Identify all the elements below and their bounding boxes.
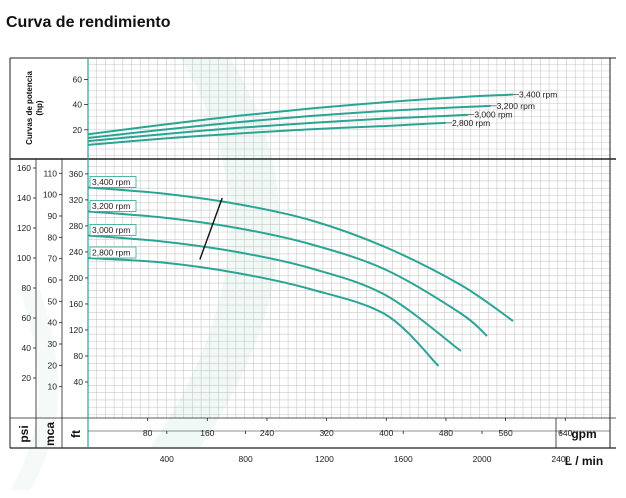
mca-tick-label: 30 — [48, 339, 58, 349]
power-axis-title-line: (hp) — [35, 100, 44, 115]
mca-tick-label: 10 — [48, 382, 58, 392]
ft-tick-label: 80 — [74, 351, 84, 361]
head-curve — [87, 210, 488, 337]
head-curve — [87, 186, 514, 322]
gpm-tick-label: 640 — [558, 428, 572, 438]
ft-tick-label: 280 — [69, 221, 83, 231]
mca-tick-label: 110 — [43, 168, 57, 178]
gpm-tick-label: 480 — [439, 428, 453, 438]
ft-tick-label: 360 — [69, 169, 83, 179]
head-label-box — [89, 176, 137, 188]
mca-tick-label: 50 — [48, 296, 58, 306]
psi-tick-label: 80 — [22, 283, 32, 293]
head-series-label: 3,200 rpm — [92, 201, 130, 211]
tick-labels: 20 40 60 Curvas de potencia (hp) 20 40 60 80 100 1… — [17, 71, 603, 468]
lmin-tick-label: 400 — [160, 454, 174, 464]
head-label-box — [89, 246, 137, 259]
mca-tick-label: 80 — [48, 232, 58, 242]
operating-range-line — [199, 197, 223, 260]
power-curve — [87, 113, 469, 143]
mca-tick-label: 90 — [48, 211, 58, 221]
gpm-tick-label: 240 — [260, 428, 274, 438]
gpm-tick-label: 160 — [200, 428, 214, 438]
power-tick-label: 60 — [73, 74, 83, 84]
lmin-tick-label: 1600 — [394, 454, 413, 464]
lmin-tick-label: 800 — [239, 454, 253, 464]
mca-tick-label: 100 — [43, 190, 57, 200]
gpm-tick-label: 560 — [499, 428, 513, 438]
lmin-tick-label: 2400 — [551, 454, 570, 464]
lmin-axis-title: L / min — [565, 454, 603, 468]
power-curve — [87, 93, 514, 136]
lmin-tick-label: 1200 — [315, 454, 334, 464]
mca-axis-title: mca — [43, 422, 57, 446]
head-series-label: 3,000 rpm — [92, 225, 130, 235]
power-axis-title: Curvas de potencia (hp) — [25, 71, 44, 145]
power-series-label: 2,800 rpm — [452, 118, 490, 128]
power-tick-label: 20 — [73, 125, 83, 135]
ft-axis-title: ft — [69, 430, 83, 438]
head-series-label: 3,400 rpm — [92, 177, 130, 187]
mca-tick-label: 70 — [48, 254, 58, 264]
head-series-label: 2,800 rpm — [92, 248, 130, 258]
psi-tick-label: 140 — [17, 193, 31, 203]
gpm-tick-label: 320 — [320, 428, 334, 438]
ft-tick-label: 240 — [69, 247, 83, 257]
head-label-box — [89, 224, 137, 236]
psi-tick-label: 120 — [17, 223, 31, 233]
curves — [87, 93, 514, 367]
head-curve — [87, 234, 462, 352]
grid — [87, 58, 611, 418]
chart-frame — [9, 57, 616, 449]
psi-tick-label: 160 — [17, 163, 31, 173]
power-series-label: 3,200 rpm — [497, 101, 535, 111]
power-curve — [87, 104, 491, 139]
gpm-tick-label: 400 — [379, 428, 393, 438]
ft-tick-label: 160 — [69, 299, 83, 309]
ft-tick-label: 40 — [74, 377, 84, 387]
psi-tick-label: 20 — [22, 373, 32, 383]
power-series-label: 3,000 rpm — [474, 110, 512, 120]
power-tick-label: 40 — [73, 100, 83, 110]
gpm-axis-title: gpm — [571, 427, 596, 441]
psi-tick-label: 100 — [17, 253, 31, 263]
watermark-swoosh — [10, 290, 59, 490]
psi-tick-label: 60 — [22, 313, 32, 323]
gpm-tick-label: 80 — [143, 428, 153, 438]
power-series-label: 3,400 rpm — [519, 90, 557, 100]
mca-tick-label: 40 — [48, 318, 58, 328]
power-curve — [87, 121, 446, 146]
power-axis-title-line: Curvas de potencia — [25, 71, 34, 145]
mca-tick-label: 20 — [48, 360, 58, 370]
head-curve — [87, 257, 440, 367]
lmin-tick-label: 2000 — [473, 454, 492, 464]
psi-axis-title: psi — [17, 425, 31, 442]
head-label-box — [89, 200, 137, 212]
ft-tick-label: 200 — [69, 273, 83, 283]
psi-tick-label: 40 — [22, 343, 32, 353]
ft-tick-label: 320 — [69, 195, 83, 205]
chart-title: Curva de rendimiento — [6, 14, 171, 31]
ft-tick-label: 120 — [69, 325, 83, 335]
mca-tick-label: 60 — [48, 275, 58, 285]
